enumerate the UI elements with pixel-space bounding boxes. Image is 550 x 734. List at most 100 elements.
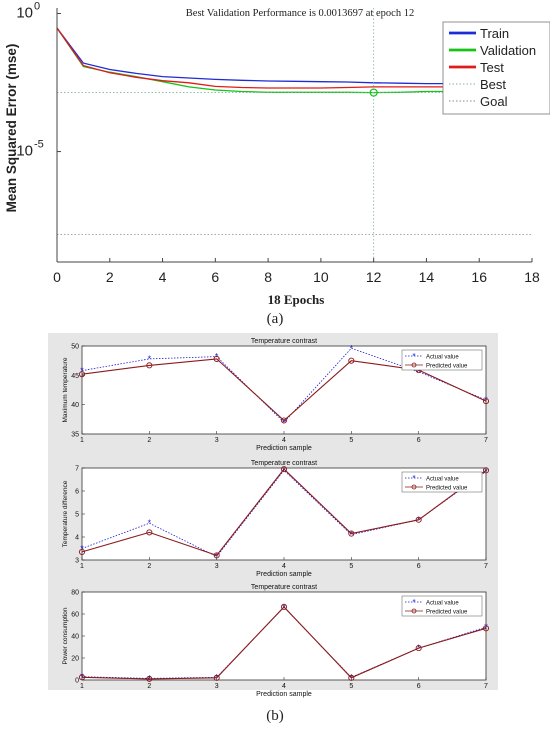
legend-marker-actual: * bbox=[412, 598, 415, 607]
legend: Train Validation Test Best Goal bbox=[442, 21, 550, 115]
legend-label-best: Best bbox=[480, 77, 506, 92]
legend-label-train: Train bbox=[480, 26, 509, 41]
subplot-x-label: Prediction sample bbox=[256, 571, 312, 578]
y-tick-label: 5 bbox=[75, 512, 79, 519]
predicted-point bbox=[146, 675, 153, 682]
y-tick-label: 4 bbox=[75, 535, 79, 542]
x-tick-label: 6 bbox=[211, 269, 219, 285]
x-tick-label: 4 bbox=[282, 683, 286, 690]
y-tick-label: 50 bbox=[71, 344, 79, 351]
actual-point: * bbox=[215, 552, 219, 562]
actual-point: * bbox=[350, 530, 354, 540]
predicted-point bbox=[78, 674, 86, 681]
x-tick-label: 6 bbox=[417, 683, 421, 690]
x-tick-label: 6 bbox=[417, 437, 421, 444]
caption-b: (b) bbox=[266, 708, 284, 724]
legend-label-predicted: Predicted value bbox=[426, 485, 468, 491]
series-line-predicted bbox=[81, 606, 487, 680]
predicted-point bbox=[146, 529, 153, 536]
predicted-point bbox=[348, 674, 355, 681]
subplot-x-label: Prediction sample bbox=[256, 445, 312, 452]
actual-point: * bbox=[350, 343, 354, 353]
legend-label-actual: Actual value bbox=[426, 354, 459, 360]
y-tick-label: 40 bbox=[71, 634, 79, 641]
series-line-predicted bbox=[81, 468, 487, 557]
performance-chart: Best Validation Performance is 0.0013697… bbox=[4, 1, 550, 307]
x-axis-label: 18 Epochs bbox=[268, 292, 325, 307]
predicted-point bbox=[415, 516, 422, 523]
subplot-title: Temperature contrast bbox=[251, 460, 317, 467]
predicted-point bbox=[213, 552, 220, 559]
x-tick-label: 2 bbox=[147, 563, 151, 570]
y-tick-label: 3 bbox=[75, 558, 79, 565]
x-tick-label: 4 bbox=[159, 269, 167, 285]
subplot-y-label: Temperature difference bbox=[62, 480, 69, 547]
y-tick-label: 0 bbox=[75, 678, 79, 685]
subplot-title: Temperature contrast bbox=[251, 584, 317, 591]
x-tick-label: 1 bbox=[80, 437, 84, 444]
legend-marker-predicted bbox=[411, 362, 417, 368]
y-tick-label: 45 bbox=[71, 373, 79, 380]
legend-label-goal: Goal bbox=[480, 94, 508, 109]
x-tick-label: 10 bbox=[313, 269, 329, 285]
legend-marker-actual: * bbox=[412, 474, 415, 483]
y-tick-label: 80 bbox=[71, 590, 79, 597]
predicted-point bbox=[280, 603, 288, 610]
x-tick-label: 16 bbox=[471, 269, 487, 285]
y-tick-exponent: -5 bbox=[34, 139, 44, 151]
y-tick-base: 10 bbox=[16, 143, 33, 160]
x-tick-label: 5 bbox=[349, 683, 353, 690]
y-tick-exponent: 0 bbox=[34, 1, 40, 13]
subplot-y-label: Maximum temperature bbox=[62, 357, 69, 422]
x-tick-label: 0 bbox=[53, 269, 61, 285]
predicted-point bbox=[482, 467, 490, 474]
y-tick-base: 10 bbox=[16, 5, 33, 22]
y-tick-label: 6 bbox=[75, 489, 79, 496]
chart-title: Best Validation Performance is 0.0013697… bbox=[186, 8, 414, 19]
x-tick-label: 1 bbox=[80, 683, 84, 690]
subplot-3: Temperature contrast Prediction sample Pow… bbox=[62, 584, 490, 698]
x-tick-label: 8 bbox=[264, 269, 272, 285]
actual-point: * bbox=[282, 465, 286, 475]
best-point-marker bbox=[369, 88, 378, 97]
legend-label-actual: Actual value bbox=[426, 600, 459, 606]
x-tick-label: 4 bbox=[282, 563, 286, 570]
x-tick-label: 2 bbox=[106, 269, 114, 285]
y-tick-label: 10 -5 bbox=[16, 139, 43, 160]
legend-marker-actual: * bbox=[412, 352, 415, 361]
legend-marker-predicted bbox=[411, 484, 417, 490]
y-tick-label: 20 bbox=[71, 656, 79, 663]
x-tick-label: 4 bbox=[282, 437, 286, 444]
predicted-point bbox=[415, 645, 422, 652]
predicted-point bbox=[78, 548, 86, 555]
x-tick-label: 2 bbox=[147, 683, 151, 690]
actual-point: * bbox=[148, 518, 152, 528]
predicted-point bbox=[280, 466, 288, 473]
legend-label-actual: Actual value bbox=[426, 476, 459, 482]
predicted-point bbox=[213, 355, 220, 362]
actual-point: * bbox=[282, 417, 286, 427]
x-tick-label: 3 bbox=[215, 683, 219, 690]
legend-label-test: Test bbox=[480, 60, 504, 75]
y-axis-label: Mean Squared Error (mse) bbox=[4, 44, 19, 213]
actual-point: * bbox=[484, 395, 488, 405]
predicted-point bbox=[348, 530, 355, 537]
actual-point: * bbox=[80, 366, 84, 376]
caption-a: (a) bbox=[266, 311, 284, 327]
temperature-contrast-figure: Temperature contrast Prediction sample Max… bbox=[48, 333, 498, 698]
x-tick-label: 5 bbox=[349, 563, 353, 570]
legend-label-predicted: Predicted value bbox=[426, 609, 468, 615]
actual-point: * bbox=[484, 622, 488, 632]
x-tick-label: 3 bbox=[215, 437, 219, 444]
legend-marker-predicted bbox=[411, 608, 417, 614]
predicted-point bbox=[482, 625, 490, 632]
x-tick-label: 3 bbox=[215, 563, 219, 570]
predicted-point bbox=[348, 357, 355, 364]
predicted-point bbox=[482, 398, 490, 405]
predicted-point bbox=[280, 417, 288, 424]
predicted-point bbox=[146, 362, 153, 369]
subplot-y-label: Power consumption bbox=[62, 607, 69, 664]
x-tick-label: 5 bbox=[349, 437, 353, 444]
actual-point: * bbox=[484, 466, 488, 476]
